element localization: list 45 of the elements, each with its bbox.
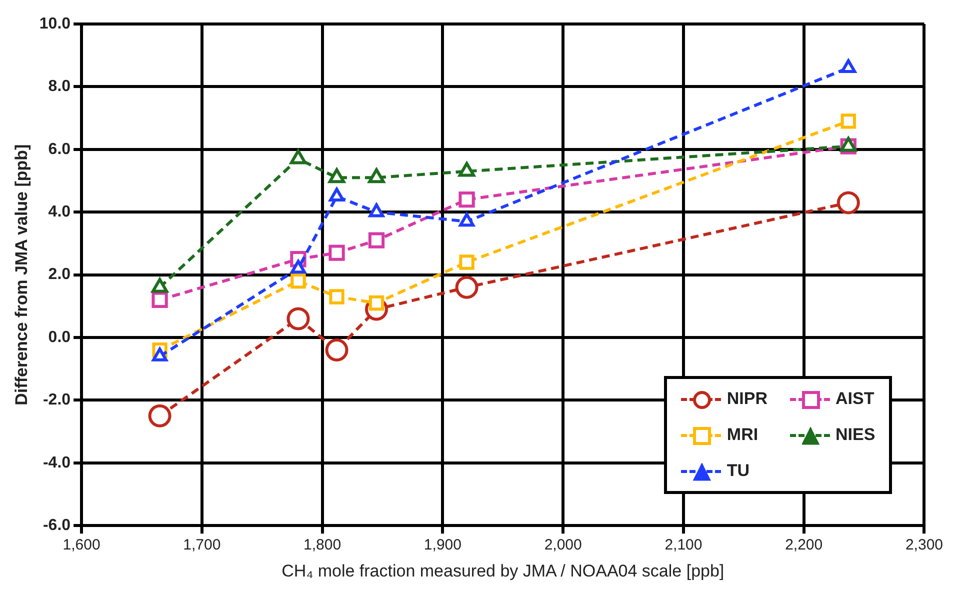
point — [152, 292, 168, 308]
point — [368, 232, 385, 248]
point — [328, 244, 345, 261]
y-tick-label: -6.0 — [42, 517, 71, 534]
point — [836, 191, 860, 214]
y-tick-label: 4.0 — [48, 204, 71, 221]
point — [148, 404, 172, 428]
y-tick-label: 6.0 — [48, 140, 71, 158]
legend-label: NIES — [836, 424, 876, 445]
y-tick-label: 2.0 — [48, 266, 71, 284]
point — [455, 276, 478, 299]
y-tick-label: -2.0 — [42, 392, 71, 409]
point — [290, 149, 307, 164]
x-tick-label: 2,200 — [785, 536, 823, 554]
point — [325, 338, 348, 362]
y-axis-title: Difference from JMA value [ppb] — [12, 144, 31, 406]
point — [459, 212, 475, 227]
point — [459, 254, 474, 270]
point — [458, 162, 476, 177]
x-tick-label: 2,300 — [905, 536, 944, 554]
x-tick-label: 2,000 — [544, 536, 582, 554]
x-tick-label: 1,600 — [62, 536, 100, 554]
y-tick-label: 0.0 — [48, 328, 71, 346]
point — [290, 260, 306, 274]
point — [368, 168, 385, 184]
x-tick-label: 1,800 — [304, 536, 342, 554]
legend-label: AIST — [836, 388, 874, 409]
point — [368, 203, 384, 218]
y-tick-label: 8.0 — [48, 78, 71, 96]
point — [286, 307, 310, 330]
point — [458, 191, 475, 208]
x-tick-label: 1,900 — [424, 536, 462, 554]
point — [290, 273, 306, 289]
legend-label: MRI — [726, 424, 758, 445]
legend-label: TU — [726, 460, 750, 481]
point — [329, 289, 344, 304]
y-tick-label: -4.0 — [42, 454, 71, 472]
x-tick-label: 1,700 — [183, 536, 221, 554]
point — [328, 168, 346, 184]
point — [840, 59, 856, 73]
x-axis-title: CH₄ mole fraction measured by JMA / NOAA04 scale [ppb] — [282, 561, 724, 580]
x-tick-label: 2,100 — [664, 536, 702, 554]
y-tick-label: 10.0 — [39, 15, 71, 32]
legend-label: NIPR — [726, 388, 768, 409]
point — [329, 188, 344, 202]
